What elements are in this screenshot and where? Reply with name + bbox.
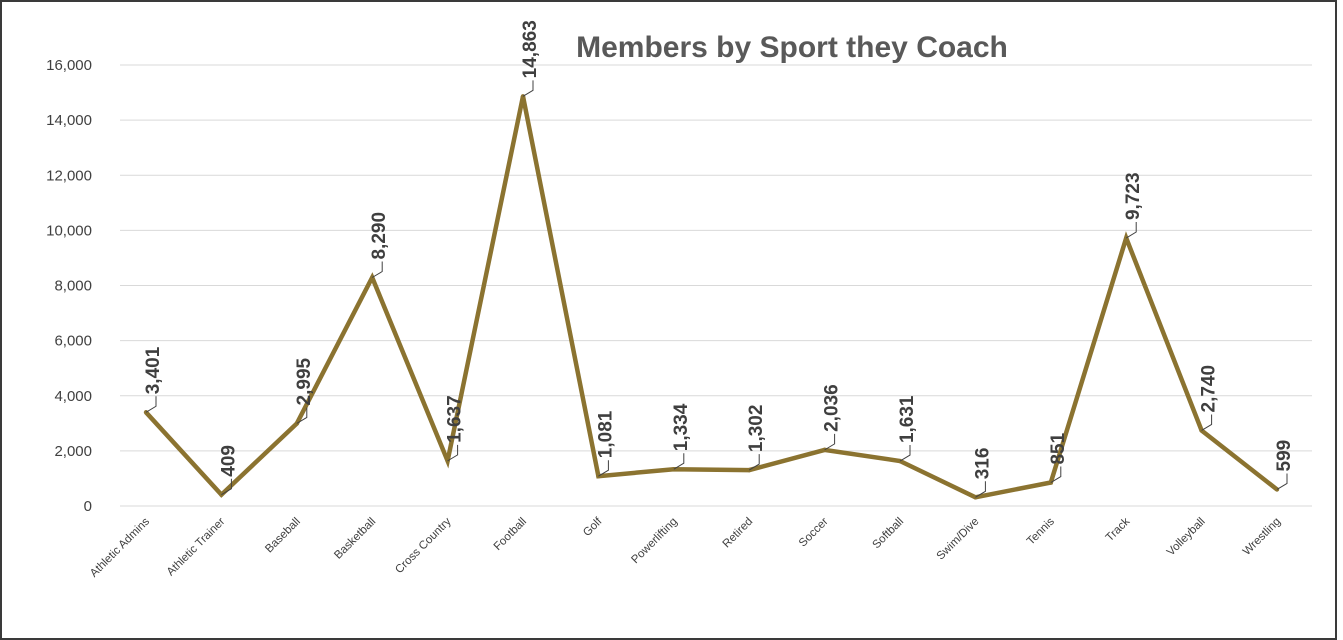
y-tick-label: 2,000 [54,443,92,460]
leader-line [296,407,308,424]
y-tick-label: 4,000 [54,388,92,405]
data-label: 2,740 [1199,365,1220,413]
x-tick-label: Golf [581,515,605,539]
x-tick-label: Swim/Dive [935,516,982,563]
data-label: 1,302 [746,405,767,453]
data-label: 3,401 [143,346,164,394]
x-tick-label: Wrestling [1241,516,1283,558]
chart-title: Members by Sport they Coach [576,31,1008,64]
x-tick-label: Football [492,516,529,553]
x-tick-label: Track [1104,515,1133,544]
data-label: 1,334 [671,403,692,451]
x-tick-label: Athletic Admins [88,515,152,579]
data-label: 14,863 [520,20,541,78]
x-tick-label: Powerlifting [629,516,680,567]
data-labels: 3,401 409 2,995 8,290 1,637 14,863 1,081 1,334 1… [143,20,1295,498]
x-tick-label: Cross Country [393,515,454,576]
x-tick-label: Baseball [263,516,303,556]
x-tick-label: Athletic Trainer [165,516,228,579]
x-tick-label: Retired [721,516,756,551]
data-label: 1,631 [897,395,918,443]
x-axis-ticks: Athletic Admins Athletic Trainer Baseball B… [88,515,1283,580]
x-tick-label: Softball [871,516,907,552]
leader-line [1276,473,1288,490]
leader-line [221,478,232,496]
y-axis-ticks: 0 2,000 4,000 6,000 8,000 10,000 12,000 14,000 1… [46,57,92,515]
x-tick-label: Soccer [797,516,831,550]
y-tick-label: 16,000 [46,57,92,74]
line-chart: Members by Sport they Coach 0 2,000 4,000 6… [46,20,1312,580]
data-label: 1,637 [445,395,466,443]
y-tick-label: 10,000 [46,222,92,239]
leader-line [975,481,986,498]
data-label: 409 [218,445,239,477]
leader-line [1050,466,1062,483]
y-tick-label: 14,000 [46,112,92,129]
leader-line [1201,414,1213,431]
leader-line [899,445,911,462]
y-tick-label: 6,000 [54,333,92,350]
data-label: 599 [1274,440,1295,472]
leader-line [748,454,760,471]
leader-line [447,444,459,462]
data-label: 316 [972,448,993,480]
data-point [445,458,450,464]
series-line [144,95,1279,500]
y-tick-label: 0 [84,498,92,515]
data-label: 1,081 [595,410,616,458]
leader-line [1125,222,1137,239]
gridlines [120,64,1312,507]
x-tick-label: Volleyball [1165,516,1208,559]
leader-line [145,396,157,413]
series-line-layer [143,94,1280,500]
data-label: 2,036 [822,384,843,432]
leader-line [673,453,685,470]
data-label: 851 [1048,432,1069,464]
x-tick-label: Tennis [1025,515,1057,547]
x-tick-label: Basketball [332,516,378,562]
leader-line [522,80,534,97]
leader-line [371,261,383,278]
data-label: 8,290 [369,212,390,260]
leader-line [824,433,836,451]
data-label: 9,723 [1123,172,1144,220]
leader-line [598,460,609,477]
data-label: 2,995 [294,357,315,405]
y-tick-label: 8,000 [54,278,92,295]
y-tick-label: 12,000 [46,167,92,184]
